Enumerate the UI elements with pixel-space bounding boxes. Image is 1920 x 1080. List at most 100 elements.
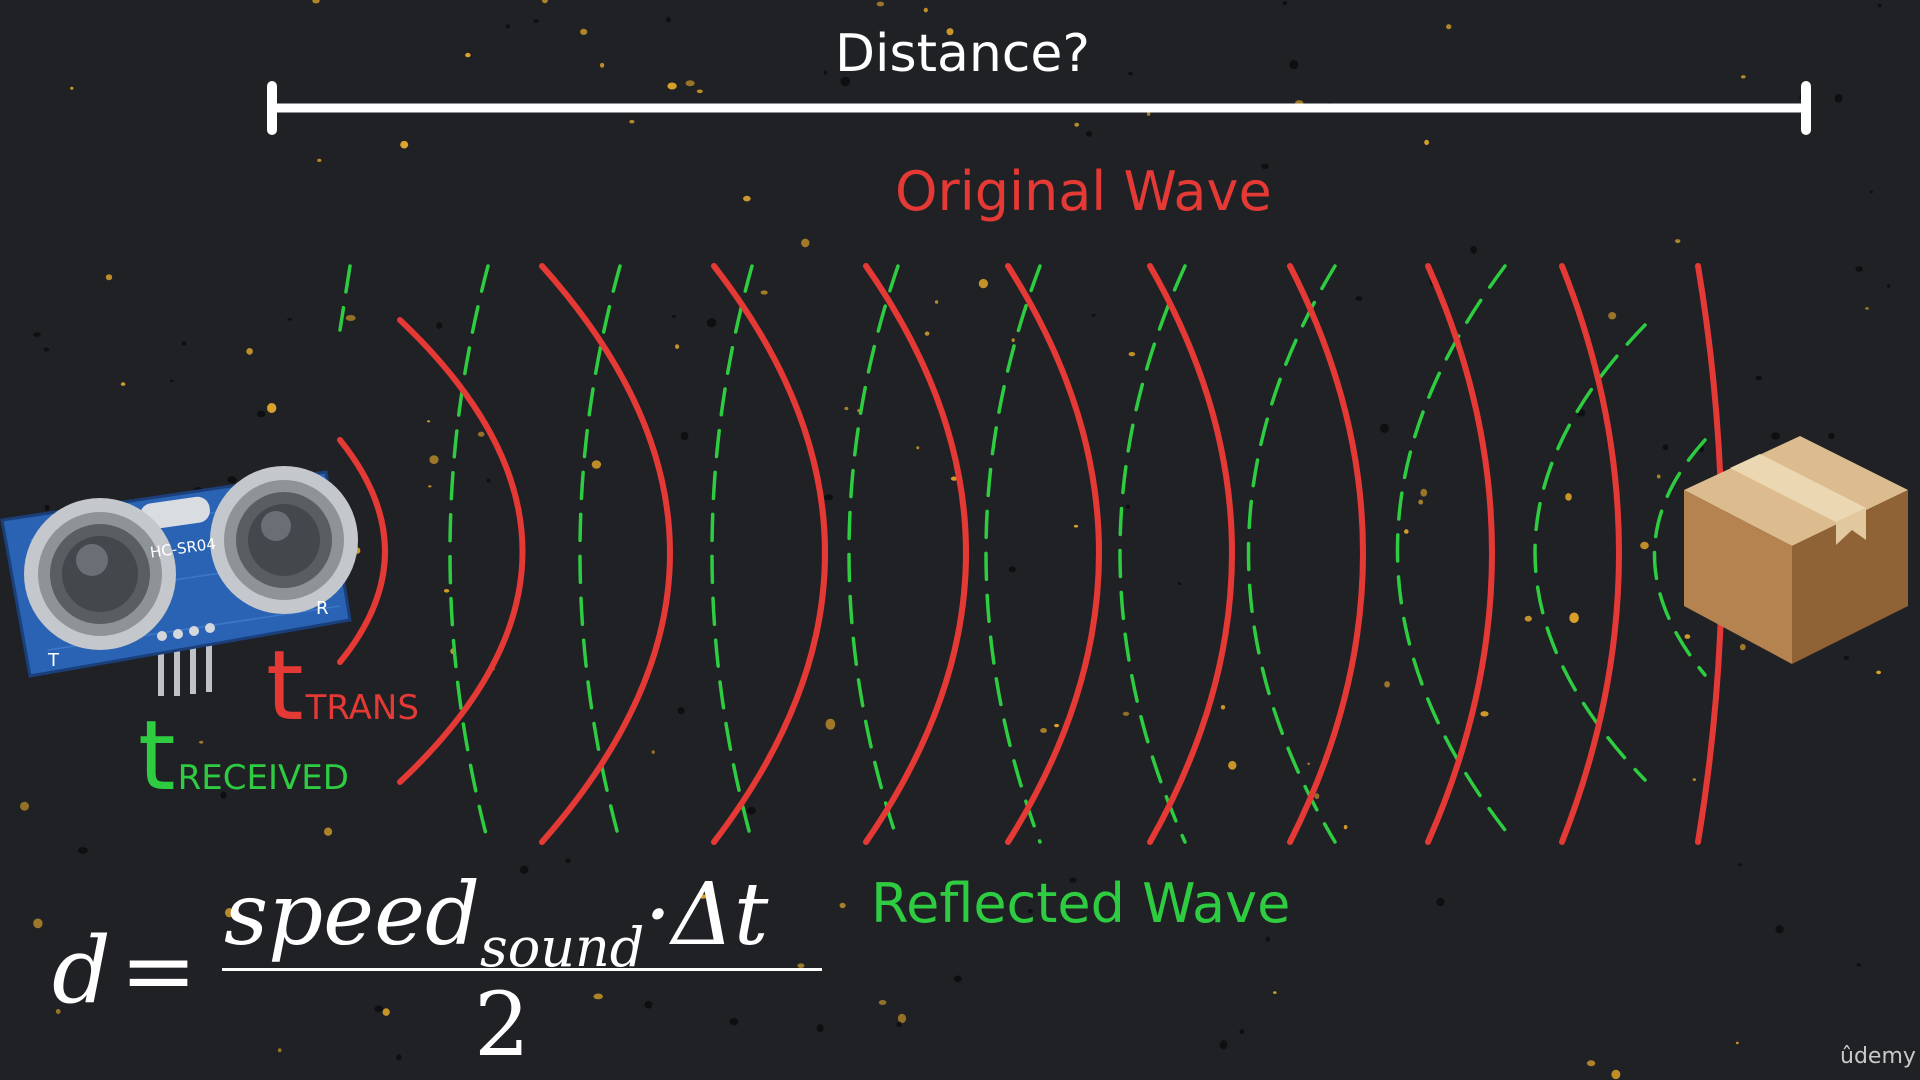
t-trans-subscript: TRANS bbox=[305, 688, 419, 728]
background-speck bbox=[924, 331, 930, 336]
background-speck bbox=[519, 865, 529, 874]
background-speck bbox=[505, 24, 510, 29]
background-speck bbox=[1404, 529, 1409, 534]
background-speck bbox=[1122, 711, 1130, 716]
background-speck bbox=[599, 62, 605, 68]
background-speck bbox=[1424, 139, 1429, 145]
background-speck bbox=[1282, 0, 1288, 6]
background-speck bbox=[729, 1018, 739, 1026]
background-speck bbox=[1692, 778, 1697, 781]
original-wave-arc-1 bbox=[337, 437, 388, 665]
background-speck bbox=[651, 750, 655, 754]
background-speck bbox=[1834, 94, 1843, 103]
background-speck bbox=[1877, 3, 1882, 8]
background-speck bbox=[953, 975, 962, 983]
background-speck bbox=[1146, 112, 1151, 116]
background-speck bbox=[1091, 313, 1096, 317]
background-speck bbox=[839, 902, 846, 909]
background-speck bbox=[1684, 634, 1691, 639]
background-speck bbox=[1470, 245, 1477, 254]
original-wave-arc-7 bbox=[1147, 263, 1235, 845]
reflected-wave-arcs bbox=[338, 264, 1707, 844]
background-speck bbox=[345, 315, 356, 321]
udemy-watermark: ûdemy bbox=[1840, 1044, 1916, 1069]
background-speck bbox=[591, 460, 602, 469]
background-speck bbox=[477, 431, 485, 437]
background-speck bbox=[533, 19, 539, 23]
background-speck bbox=[1314, 793, 1320, 800]
background-speck bbox=[1735, 1041, 1739, 1045]
background-speck bbox=[1239, 1029, 1245, 1034]
background-speck bbox=[1865, 307, 1869, 310]
background-speck bbox=[1856, 963, 1862, 967]
background-speck bbox=[844, 406, 849, 411]
distance-label: Distance? bbox=[835, 24, 1090, 84]
background-speck bbox=[706, 318, 717, 328]
background-speck bbox=[667, 82, 677, 90]
box-right-face bbox=[1792, 490, 1908, 664]
background-speck bbox=[593, 993, 603, 1000]
background-speck bbox=[1028, 908, 1033, 914]
background-speck bbox=[1073, 524, 1079, 528]
box-tape bbox=[1730, 454, 1866, 522]
original-wave-arc-5 bbox=[863, 263, 969, 845]
background-speck bbox=[43, 347, 50, 352]
background-speck bbox=[1008, 566, 1017, 573]
background-speck bbox=[1886, 284, 1891, 288]
background-speck bbox=[1755, 375, 1762, 381]
background-speck bbox=[923, 7, 928, 13]
background-speck bbox=[465, 52, 471, 58]
reflected-wave-arc-2 bbox=[1533, 323, 1647, 782]
original-wave-arc-8 bbox=[1287, 263, 1366, 845]
background-speck bbox=[743, 195, 751, 202]
background-speck bbox=[1128, 352, 1136, 357]
ultrasonic-sensor-icon: HC-SR04 T R bbox=[0, 466, 358, 696]
sensor-pin-headers bbox=[157, 623, 215, 641]
background-speck bbox=[876, 1, 885, 7]
background-speck bbox=[934, 300, 939, 304]
background-speck bbox=[1640, 541, 1649, 550]
cardboard-box-icon bbox=[1684, 436, 1908, 664]
formula-delta-t: Δt bbox=[671, 865, 769, 965]
background-speck bbox=[225, 908, 234, 918]
background-speck bbox=[1265, 936, 1271, 942]
reflected-wave-arc-7 bbox=[847, 264, 900, 844]
background-speck bbox=[287, 317, 292, 321]
left-transducer bbox=[24, 498, 176, 650]
background-speck bbox=[1177, 582, 1182, 586]
formula-equals: = bbox=[120, 917, 198, 1024]
sensor-side-label-r: R bbox=[316, 598, 329, 619]
background-speck bbox=[1355, 296, 1363, 301]
background-speck bbox=[1307, 762, 1311, 765]
distance-ruler-icon bbox=[267, 81, 1811, 135]
background-speck bbox=[1289, 60, 1299, 70]
background-speck bbox=[267, 403, 277, 413]
reflected-wave-arc-1 bbox=[1652, 438, 1707, 677]
background-speck bbox=[1446, 24, 1452, 30]
background-speck bbox=[1869, 190, 1874, 194]
t-received-label: tRECEIVED bbox=[138, 708, 349, 804]
background-speck bbox=[816, 1024, 824, 1032]
background-speck bbox=[801, 238, 810, 248]
background-speck bbox=[436, 322, 443, 329]
background-speck bbox=[825, 718, 836, 730]
background-speck bbox=[747, 806, 756, 815]
background-speck bbox=[428, 485, 432, 488]
background-speck bbox=[1608, 312, 1617, 320]
background-speck bbox=[1273, 991, 1277, 994]
background-speck bbox=[541, 0, 548, 4]
background-speck bbox=[1843, 655, 1850, 661]
background-speck bbox=[33, 918, 43, 929]
background-speck bbox=[950, 476, 958, 481]
background-speck bbox=[199, 740, 204, 744]
background-speck bbox=[1586, 1060, 1596, 1067]
background-speck bbox=[429, 455, 439, 464]
formula-dot: · bbox=[644, 865, 672, 965]
background-speck bbox=[897, 1013, 907, 1024]
right-transducer bbox=[210, 466, 358, 614]
background-speck bbox=[374, 1005, 383, 1013]
t-received-symbol: t bbox=[138, 700, 176, 812]
background-speck bbox=[685, 80, 695, 87]
background-speck bbox=[1261, 163, 1269, 170]
